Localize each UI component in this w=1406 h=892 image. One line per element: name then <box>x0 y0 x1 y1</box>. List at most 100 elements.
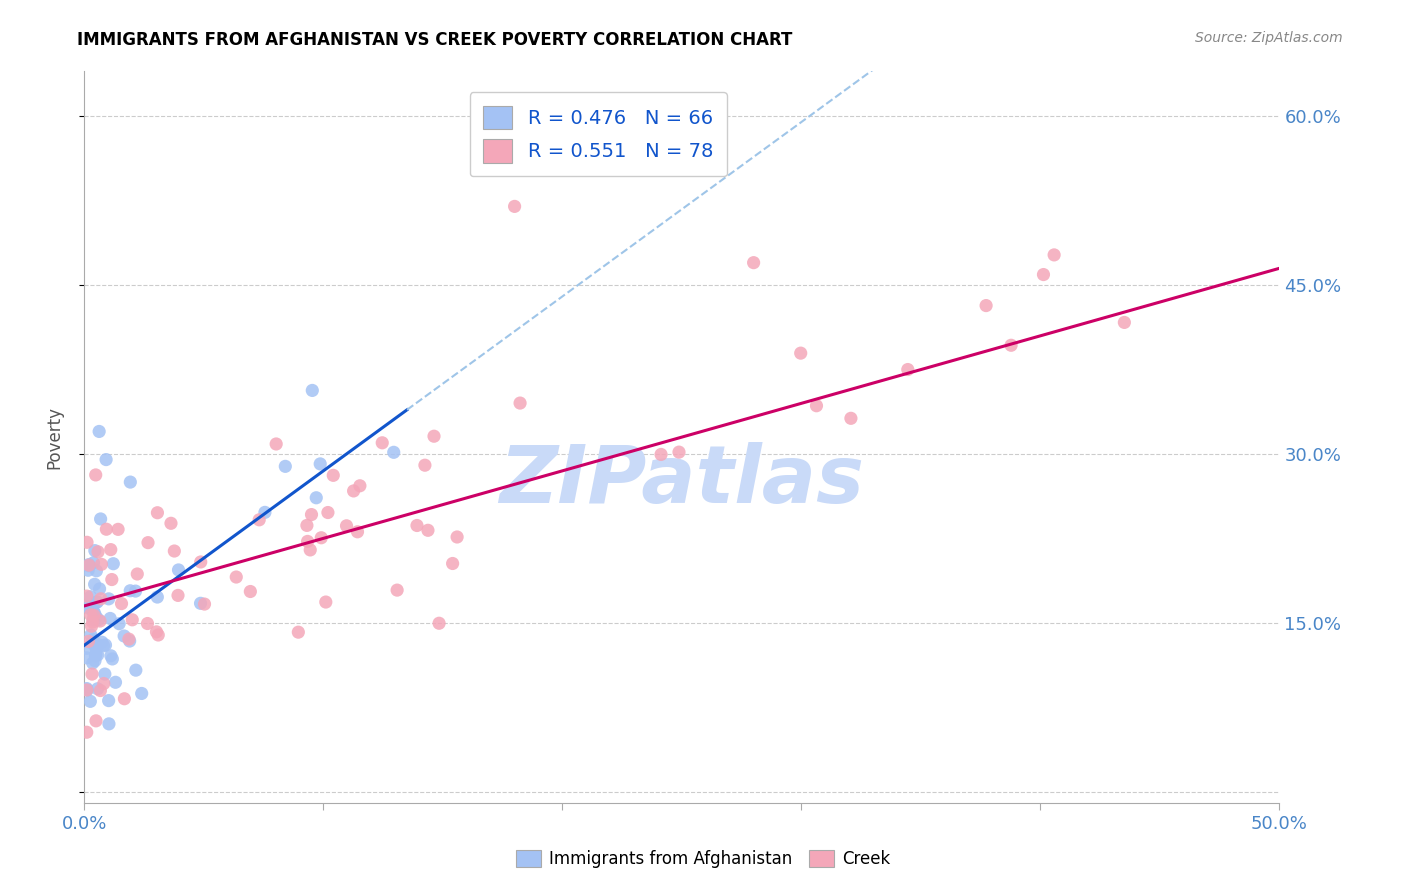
Point <box>146 590 169 604</box>
Point <box>86 564 108 578</box>
Point <box>309 531 332 545</box>
Point <box>297 534 319 549</box>
Point <box>382 445 405 459</box>
Point <box>89 614 111 628</box>
Point <box>1114 315 1136 329</box>
Point <box>413 458 436 473</box>
Point <box>90 512 112 526</box>
Point <box>423 429 446 443</box>
Point <box>84 467 107 482</box>
Legend: Immigrants from Afghanistan, Creek: Immigrants from Afghanistan, Creek <box>509 843 897 875</box>
Point <box>76 683 98 698</box>
Point <box>76 683 98 698</box>
Point <box>97 693 120 707</box>
Point <box>124 584 146 599</box>
Point <box>668 445 690 459</box>
Text: ZIPatlas: ZIPatlas <box>499 442 865 520</box>
Point <box>83 556 105 570</box>
Point <box>90 558 112 572</box>
Point <box>79 694 101 708</box>
Point <box>76 599 98 614</box>
Point <box>503 199 526 213</box>
Point <box>80 628 103 642</box>
Point <box>76 725 98 739</box>
Point <box>247 513 270 527</box>
Point <box>131 686 153 700</box>
Point <box>136 535 159 549</box>
Point <box>253 505 276 519</box>
Point <box>441 557 464 571</box>
Point <box>79 590 101 604</box>
Point <box>101 573 124 587</box>
Text: IMMIGRANTS FROM AFGHANISTAN VS CREEK POVERTY CORRELATION CHART: IMMIGRANTS FROM AFGHANISTAN VS CREEK POV… <box>77 31 793 49</box>
Point <box>287 625 309 640</box>
Point <box>299 543 322 558</box>
Point <box>239 584 262 599</box>
Point <box>108 616 131 631</box>
Point <box>97 716 120 731</box>
Point <box>104 675 127 690</box>
Point <box>80 667 103 681</box>
Point <box>167 563 190 577</box>
Point <box>225 570 247 584</box>
Point <box>406 518 429 533</box>
Point <box>76 641 98 656</box>
Point <box>301 508 323 522</box>
Point <box>264 437 287 451</box>
Point <box>93 639 115 653</box>
Point <box>1043 248 1066 262</box>
Point <box>94 667 117 681</box>
Point <box>146 506 169 520</box>
Point <box>86 648 108 662</box>
Point <box>84 647 107 661</box>
Point <box>83 577 105 591</box>
Point <box>77 563 100 577</box>
Point <box>76 535 98 549</box>
Point <box>87 638 110 652</box>
Point <box>974 299 997 313</box>
Point <box>107 522 129 536</box>
Point <box>112 629 135 643</box>
Point <box>82 604 104 618</box>
Point <box>120 583 142 598</box>
Point <box>89 683 111 698</box>
Point <box>79 601 101 615</box>
Point <box>84 610 107 624</box>
Point <box>100 542 122 557</box>
Point <box>80 619 103 633</box>
Point <box>83 608 105 623</box>
Point <box>190 596 212 610</box>
Point <box>148 628 170 642</box>
Point <box>371 435 394 450</box>
Point <box>301 384 323 398</box>
Point <box>77 558 100 573</box>
Point <box>89 425 111 439</box>
Point <box>82 632 104 647</box>
Point <box>94 452 117 467</box>
Point <box>136 616 159 631</box>
Point <box>315 595 337 609</box>
Point <box>789 346 811 360</box>
Point <box>100 648 122 663</box>
Point <box>295 518 318 533</box>
Point <box>90 635 112 649</box>
Point <box>118 632 141 646</box>
Point <box>76 681 98 696</box>
Point <box>742 255 765 269</box>
Point <box>103 557 125 571</box>
Point <box>79 607 101 622</box>
Point <box>96 522 118 536</box>
Point <box>86 595 108 609</box>
Point <box>121 613 143 627</box>
Point <box>274 459 297 474</box>
Y-axis label: Poverty: Poverty <box>45 406 63 468</box>
Point <box>84 714 107 728</box>
Point <box>342 483 364 498</box>
Point <box>97 591 120 606</box>
Point <box>98 611 121 625</box>
Point <box>1000 338 1022 352</box>
Point <box>127 567 149 582</box>
Point <box>110 597 132 611</box>
Point <box>82 656 104 670</box>
Point <box>125 663 148 677</box>
